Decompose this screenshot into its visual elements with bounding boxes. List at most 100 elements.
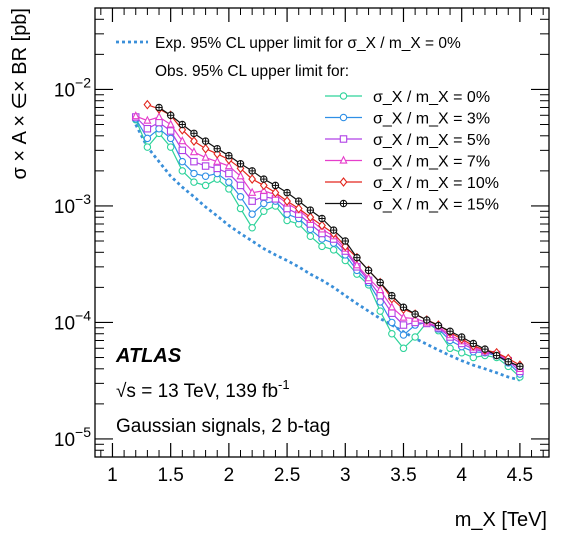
data-point [364, 273, 373, 282]
data-point [248, 210, 256, 218]
data-point [248, 223, 256, 232]
data-point [329, 246, 338, 254]
data-point [201, 143, 210, 154]
data-point [516, 362, 524, 371]
data-point [283, 216, 291, 225]
data-point [248, 167, 256, 175]
x-tick-label: 1.5 [157, 465, 183, 486]
data-point [339, 177, 348, 187]
data-point [143, 99, 152, 110]
y-tick-exponent: −3 [75, 191, 91, 207]
data-point [248, 174, 257, 184]
data-point [154, 111, 164, 121]
data-point [166, 127, 175, 135]
y-tick-base: 10 [54, 430, 75, 451]
data-point [178, 167, 187, 175]
data-point [248, 197, 256, 205]
legend-label: σ_X / m_X = 0% [373, 89, 490, 106]
x-tick-label: 1 [107, 465, 118, 486]
data-point [201, 162, 210, 170]
data-point [260, 207, 268, 216]
plot-data-layer [131, 99, 524, 382]
x-tick-label: 2 [224, 465, 235, 486]
y-tick-exponent: −5 [75, 424, 91, 440]
data-point [399, 331, 408, 339]
data-point [178, 120, 187, 129]
data-point [225, 169, 233, 178]
data-point [260, 192, 268, 201]
y-tick-base: 10 [54, 197, 75, 218]
legend-label: σ_X / m_X = 15% [373, 197, 499, 214]
legend-label: σ_X / m_X = 10% [373, 175, 499, 192]
data-point [457, 333, 466, 341]
data-point [236, 160, 245, 168]
data-point [178, 136, 187, 145]
data-point [236, 181, 245, 190]
legend-entry: σ_X / m_X = 15% [325, 197, 499, 214]
data-point [399, 312, 408, 321]
data-point [190, 169, 198, 178]
y-axis-label: σ × A × ∈× BR [pb] [9, 8, 31, 180]
data-point [306, 232, 315, 240]
data-point [399, 344, 408, 353]
data-point [236, 192, 245, 201]
data-point [423, 316, 431, 324]
data-point [213, 144, 221, 153]
data-point [329, 226, 338, 234]
data-point [201, 152, 210, 161]
data-point [201, 172, 210, 180]
data-point [236, 204, 245, 213]
energy-label: √s = 13 TeV, 139 fb-1 [116, 377, 290, 402]
data-point [178, 146, 187, 155]
data-point [190, 129, 198, 138]
data-point [504, 357, 513, 366]
data-point [339, 155, 348, 164]
data-point [306, 212, 315, 223]
expected-limit-line [134, 123, 521, 382]
series-line [135, 116, 521, 372]
selection-label: Gaussian signals, 2 b-tag [116, 416, 330, 437]
data-point [260, 175, 268, 183]
data-point [166, 119, 175, 128]
x-tick-label: 3 [340, 465, 351, 486]
data-point [376, 278, 384, 287]
data-point [236, 171, 245, 180]
data-point [388, 318, 396, 327]
data-point [190, 136, 198, 147]
data-point [190, 178, 198, 186]
series-line [135, 119, 521, 378]
data-point [236, 163, 245, 174]
y-tick-label: 10−2 [54, 74, 91, 101]
data-point [225, 178, 233, 186]
data-point [294, 197, 303, 205]
series-5 [155, 103, 524, 371]
data-point [341, 237, 350, 245]
legend-label: σ_X / m_X = 5% [373, 132, 490, 149]
series-3 [131, 111, 524, 372]
y-tick-exponent: −4 [75, 307, 91, 323]
legend-entry: σ_X / m_X = 3% [325, 111, 490, 128]
x-tick-label: 4.5 [507, 465, 533, 486]
data-point [469, 339, 478, 348]
data-point [294, 203, 303, 214]
data-point [189, 147, 199, 156]
legend-label: σ_X / m_X = 3% [373, 111, 490, 128]
legend-entry: σ_X / m_X = 5% [325, 132, 490, 149]
y-tick-label: 10−3 [54, 191, 91, 218]
data-point [318, 220, 326, 231]
data-point [283, 188, 291, 197]
data-point [411, 333, 419, 341]
legend-entry: σ_X / m_X = 0% [325, 89, 490, 106]
data-point [387, 302, 396, 311]
data-point [213, 156, 222, 165]
data-point [155, 103, 163, 112]
series-line [135, 118, 521, 375]
data-point [259, 180, 268, 191]
data-point [399, 321, 408, 329]
data-point [446, 344, 454, 353]
legend-entry: σ_X / m_X = 7% [325, 154, 490, 171]
data-point [306, 206, 315, 214]
data-point [131, 111, 140, 120]
y-tick-exponent: −2 [75, 74, 91, 90]
